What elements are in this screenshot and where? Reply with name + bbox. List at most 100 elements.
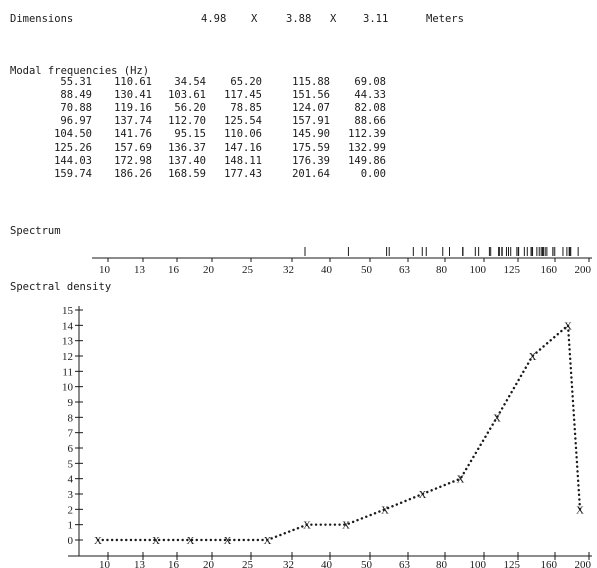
modal-frequency-cell: 132.99 [348,141,386,154]
density-point-marker: X [187,535,195,547]
density-point-marker: X [152,535,160,547]
spectrum-tick-label: 10 [99,264,111,276]
modal-frequency-cell: 144.03 [54,154,92,167]
density-point-marker: X [94,535,102,547]
modal-frequency-cell: 70.88 [60,102,92,115]
x-tick-label: 10 [99,559,111,568]
modal-frequency-cell: 56.20 [174,102,206,115]
x-tick-label: 13 [134,559,146,568]
y-tick-label: 14 [62,320,74,332]
x-tick-label: 63 [399,559,411,568]
y-tick-label: 2 [68,504,74,516]
spectrum-tick-label: 63 [399,264,411,276]
modal-frequency-cell: 172.98 [114,154,152,167]
x-tick-label: 160 [541,559,558,568]
x-tick-label: 100 [470,559,487,568]
dimensions-label: Dimensions [10,13,74,25]
x-tick-label: 25 [242,559,254,568]
density-point-marker: X [342,520,350,532]
density-point-marker: X [303,520,311,532]
spectrum-tick-label: 125 [504,264,521,276]
y-tick-label: 4 [68,474,74,486]
modal-frequencies-title: Modal frequencies (Hz) [10,65,150,77]
modal-frequency-cell: 34.54 [174,76,206,88]
modal-frequency-cell: 168.59 [168,167,206,180]
x-tick-label: 40 [321,559,333,568]
modal-frequency-cell: 125.54 [224,115,262,128]
y-tick-label: 8 [68,412,74,424]
modal-frequency-cell: 177.43 [224,167,262,180]
density-point-marker: X [224,535,232,547]
modal-frequency-cell: 157.91 [292,115,330,128]
modal-frequency-cell: 0.00 [360,167,386,180]
density-point-marker: X [564,320,572,332]
y-tick-label: 5 [68,458,74,470]
modal-frequency-cell: 148.11 [224,154,262,167]
y-tick-label: 13 [62,336,74,348]
modal-frequency-cell: 130.41 [114,89,152,102]
modal-frequency-cell: 65.20 [230,76,262,88]
y-tick-label: 6 [68,443,74,455]
modal-frequency-cell: 55.31 [60,76,92,88]
y-tick-label: 11 [62,366,73,378]
modal-frequency-cell: 104.50 [54,128,92,141]
y-tick-label: 10 [62,382,74,394]
modal-frequency-cell: 147.16 [224,141,262,154]
modal-frequency-cell: 186.26 [114,167,152,180]
y-tick-label: 1 [68,520,74,532]
modal-frequency-cell: 124.07 [292,102,330,115]
y-tick-label: 0 [68,535,74,547]
spectrum-tick-label: 160 [541,264,558,276]
spectrum-tick-label: 40 [321,264,333,276]
density-series-line [96,322,582,542]
x-tick-label: 16 [168,559,180,568]
dimension-y-value: 3.88 [286,13,312,25]
spectrum-tick-label: 100 [470,264,487,276]
dimension-z-value: 3.11 [363,13,389,25]
spectrum-tick-label: 16 [168,264,180,276]
modal-frequency-cell: 88.66 [354,115,386,128]
modal-frequency-cell: 149.86 [348,154,386,167]
spectral-density-title: Spectral density [10,281,112,293]
modal-frequency-cell: 115.88 [292,76,330,88]
times-sign: X [251,13,258,25]
y-tick-label: 15 [62,305,74,317]
modal-frequency-cell: 96.97 [60,115,92,128]
dimension-x-value: 4.98 [201,13,227,25]
spectrum-tick-label: 25 [242,264,254,276]
modal-frequency-cell: 145.90 [292,128,330,141]
spectrum-tick-label: 80 [436,264,448,276]
times-sign: X [330,13,337,25]
spectrum-tick-label: 200 [575,264,592,276]
y-tick-label: 7 [68,428,74,440]
modal-frequency-cell: 137.74 [114,115,152,128]
x-tick-label: 80 [436,559,448,568]
modal-frequency-cell: 103.61 [168,89,206,102]
spectrum-tick-label: 32 [283,264,294,276]
modal-frequency-cell: 82.08 [354,102,386,115]
modal-frequency-cell: 112.39 [348,128,386,141]
modal-frequency-cell: 119.16 [114,102,152,115]
spectrum-tick-label: 13 [134,264,146,276]
modal-frequency-cell: 110.06 [224,128,262,141]
x-tick-label: 50 [361,559,373,568]
modal-frequency-cell: 69.08 [354,76,386,88]
x-tick-label: 125 [504,559,521,568]
x-tick-label: 20 [203,559,215,568]
density-point-marker: X [419,489,427,501]
modal-frequency-cell: 157.69 [114,141,152,154]
x-tick-label: 32 [283,559,294,568]
spectrum-tick-label: 20 [203,264,215,276]
modal-frequency-cell: 201.64 [292,167,330,180]
spectrum-title: Spectrum [10,225,61,237]
density-point-marker: X [576,504,584,516]
dimension-unit: Meters [426,13,464,25]
spectrum-tick-label: 50 [361,264,373,276]
density-point-marker: X [264,535,272,547]
modal-frequency-cell: 176.39 [292,154,330,167]
density-point-marker: X [381,504,389,516]
y-tick-label: 3 [68,489,74,501]
modal-frequency-cell: 78.85 [230,102,262,115]
